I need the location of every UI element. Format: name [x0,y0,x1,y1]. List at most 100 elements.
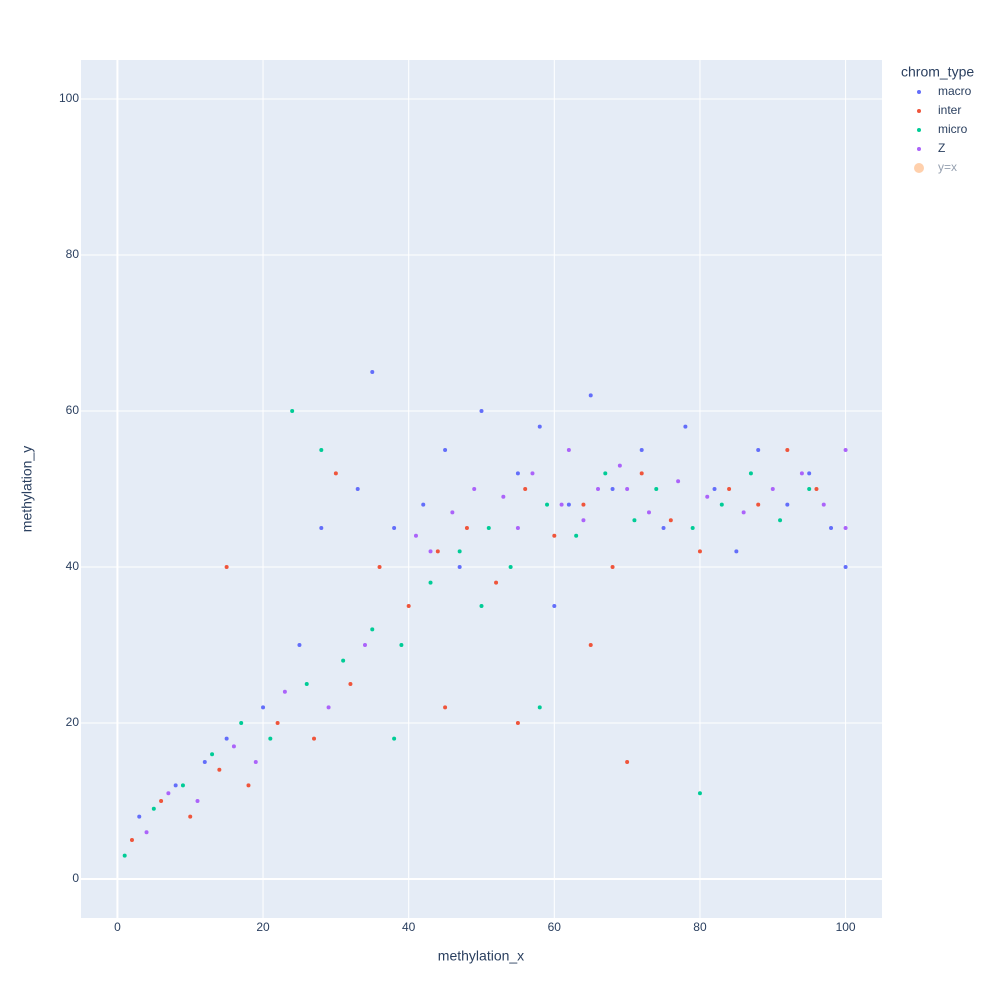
x-tick-label: 100 [836,920,856,934]
data-point [705,494,710,499]
x-tick-label: 80 [693,920,707,934]
y-tick-label: 40 [66,559,80,573]
data-point [312,736,317,741]
data-point [574,533,579,538]
legend-item[interactable]: micro [917,122,968,136]
x-tick-label: 20 [256,920,270,934]
data-point [807,471,812,476]
data-point [246,783,251,788]
data-point [188,814,193,819]
legend-item[interactable]: inter [917,103,961,117]
data-point [821,502,826,507]
data-point [370,370,375,374]
data-point [457,565,462,569]
data-point [275,721,280,725]
y-tick-label: 80 [66,247,80,261]
data-point [537,424,542,429]
data-point [778,518,783,523]
data-point [843,526,848,530]
legend-label: Z [938,141,945,155]
data-point [559,502,564,507]
data-point [566,448,571,452]
data-point [486,526,491,530]
y-tick-label: 20 [66,715,80,729]
data-point [756,502,761,507]
data-point [261,705,266,710]
data-point [683,424,688,429]
data-point [661,526,666,530]
data-point [654,487,659,491]
data-point [712,487,717,491]
data-point [697,791,702,796]
data-point [217,767,222,772]
data-point [348,682,353,686]
data-point [443,705,448,710]
legend-marker [917,109,921,113]
data-point [253,760,258,764]
data-point [144,830,149,835]
y-tick-label: 60 [66,403,80,417]
data-point [304,682,309,686]
data-point [428,580,433,585]
data-point [224,736,229,741]
data-point [697,549,702,554]
y-tick-label: 0 [72,871,79,885]
data-point [173,783,178,788]
data-point [494,580,499,585]
legend-item[interactable]: macro [917,84,972,98]
data-point [239,721,244,725]
data-point [690,526,695,530]
legend-item[interactable]: Z [917,141,945,155]
data-point [537,705,542,710]
data-point [545,502,550,507]
data-point [159,799,164,803]
data-point [610,565,615,569]
data-point [443,448,448,452]
data-point [552,604,557,608]
data-point [231,744,236,749]
data-point [282,689,287,694]
data-point [413,533,418,538]
data-point [297,643,302,647]
legend-marker [917,90,921,94]
data-point [639,471,644,476]
legend-marker [917,128,921,132]
legend-marker [917,147,921,151]
data-point [807,487,812,491]
data-point [581,502,586,507]
data-point [625,487,630,491]
data-point [603,471,608,476]
data-point [362,643,367,647]
data-point [756,448,761,452]
data-point [741,510,746,515]
data-point [122,853,127,858]
data-point [770,487,775,491]
data-point [435,549,440,554]
data-point [566,502,571,507]
data-point [646,510,651,515]
data-point [210,752,215,757]
data-point [392,526,397,530]
data-point [202,760,207,764]
legend-item[interactable]: y=x [914,160,957,174]
data-point [515,526,520,530]
data-point [326,705,331,710]
data-point [370,627,375,632]
data-point [464,526,469,530]
data-point [727,487,732,491]
legend-marker [914,163,924,173]
data-point [166,791,171,796]
data-point [523,487,528,491]
data-point [785,448,790,452]
y-axis-title: methylation_y [19,446,35,532]
data-point [406,604,411,608]
data-point [290,409,295,413]
legend-title: chrom_type [901,64,974,80]
legend-label: macro [938,84,972,98]
data-point [632,518,637,523]
x-tick-label: 0 [114,920,121,934]
data-point [581,518,586,523]
data-point [472,487,477,491]
data-point [596,487,601,491]
data-point [799,471,804,476]
